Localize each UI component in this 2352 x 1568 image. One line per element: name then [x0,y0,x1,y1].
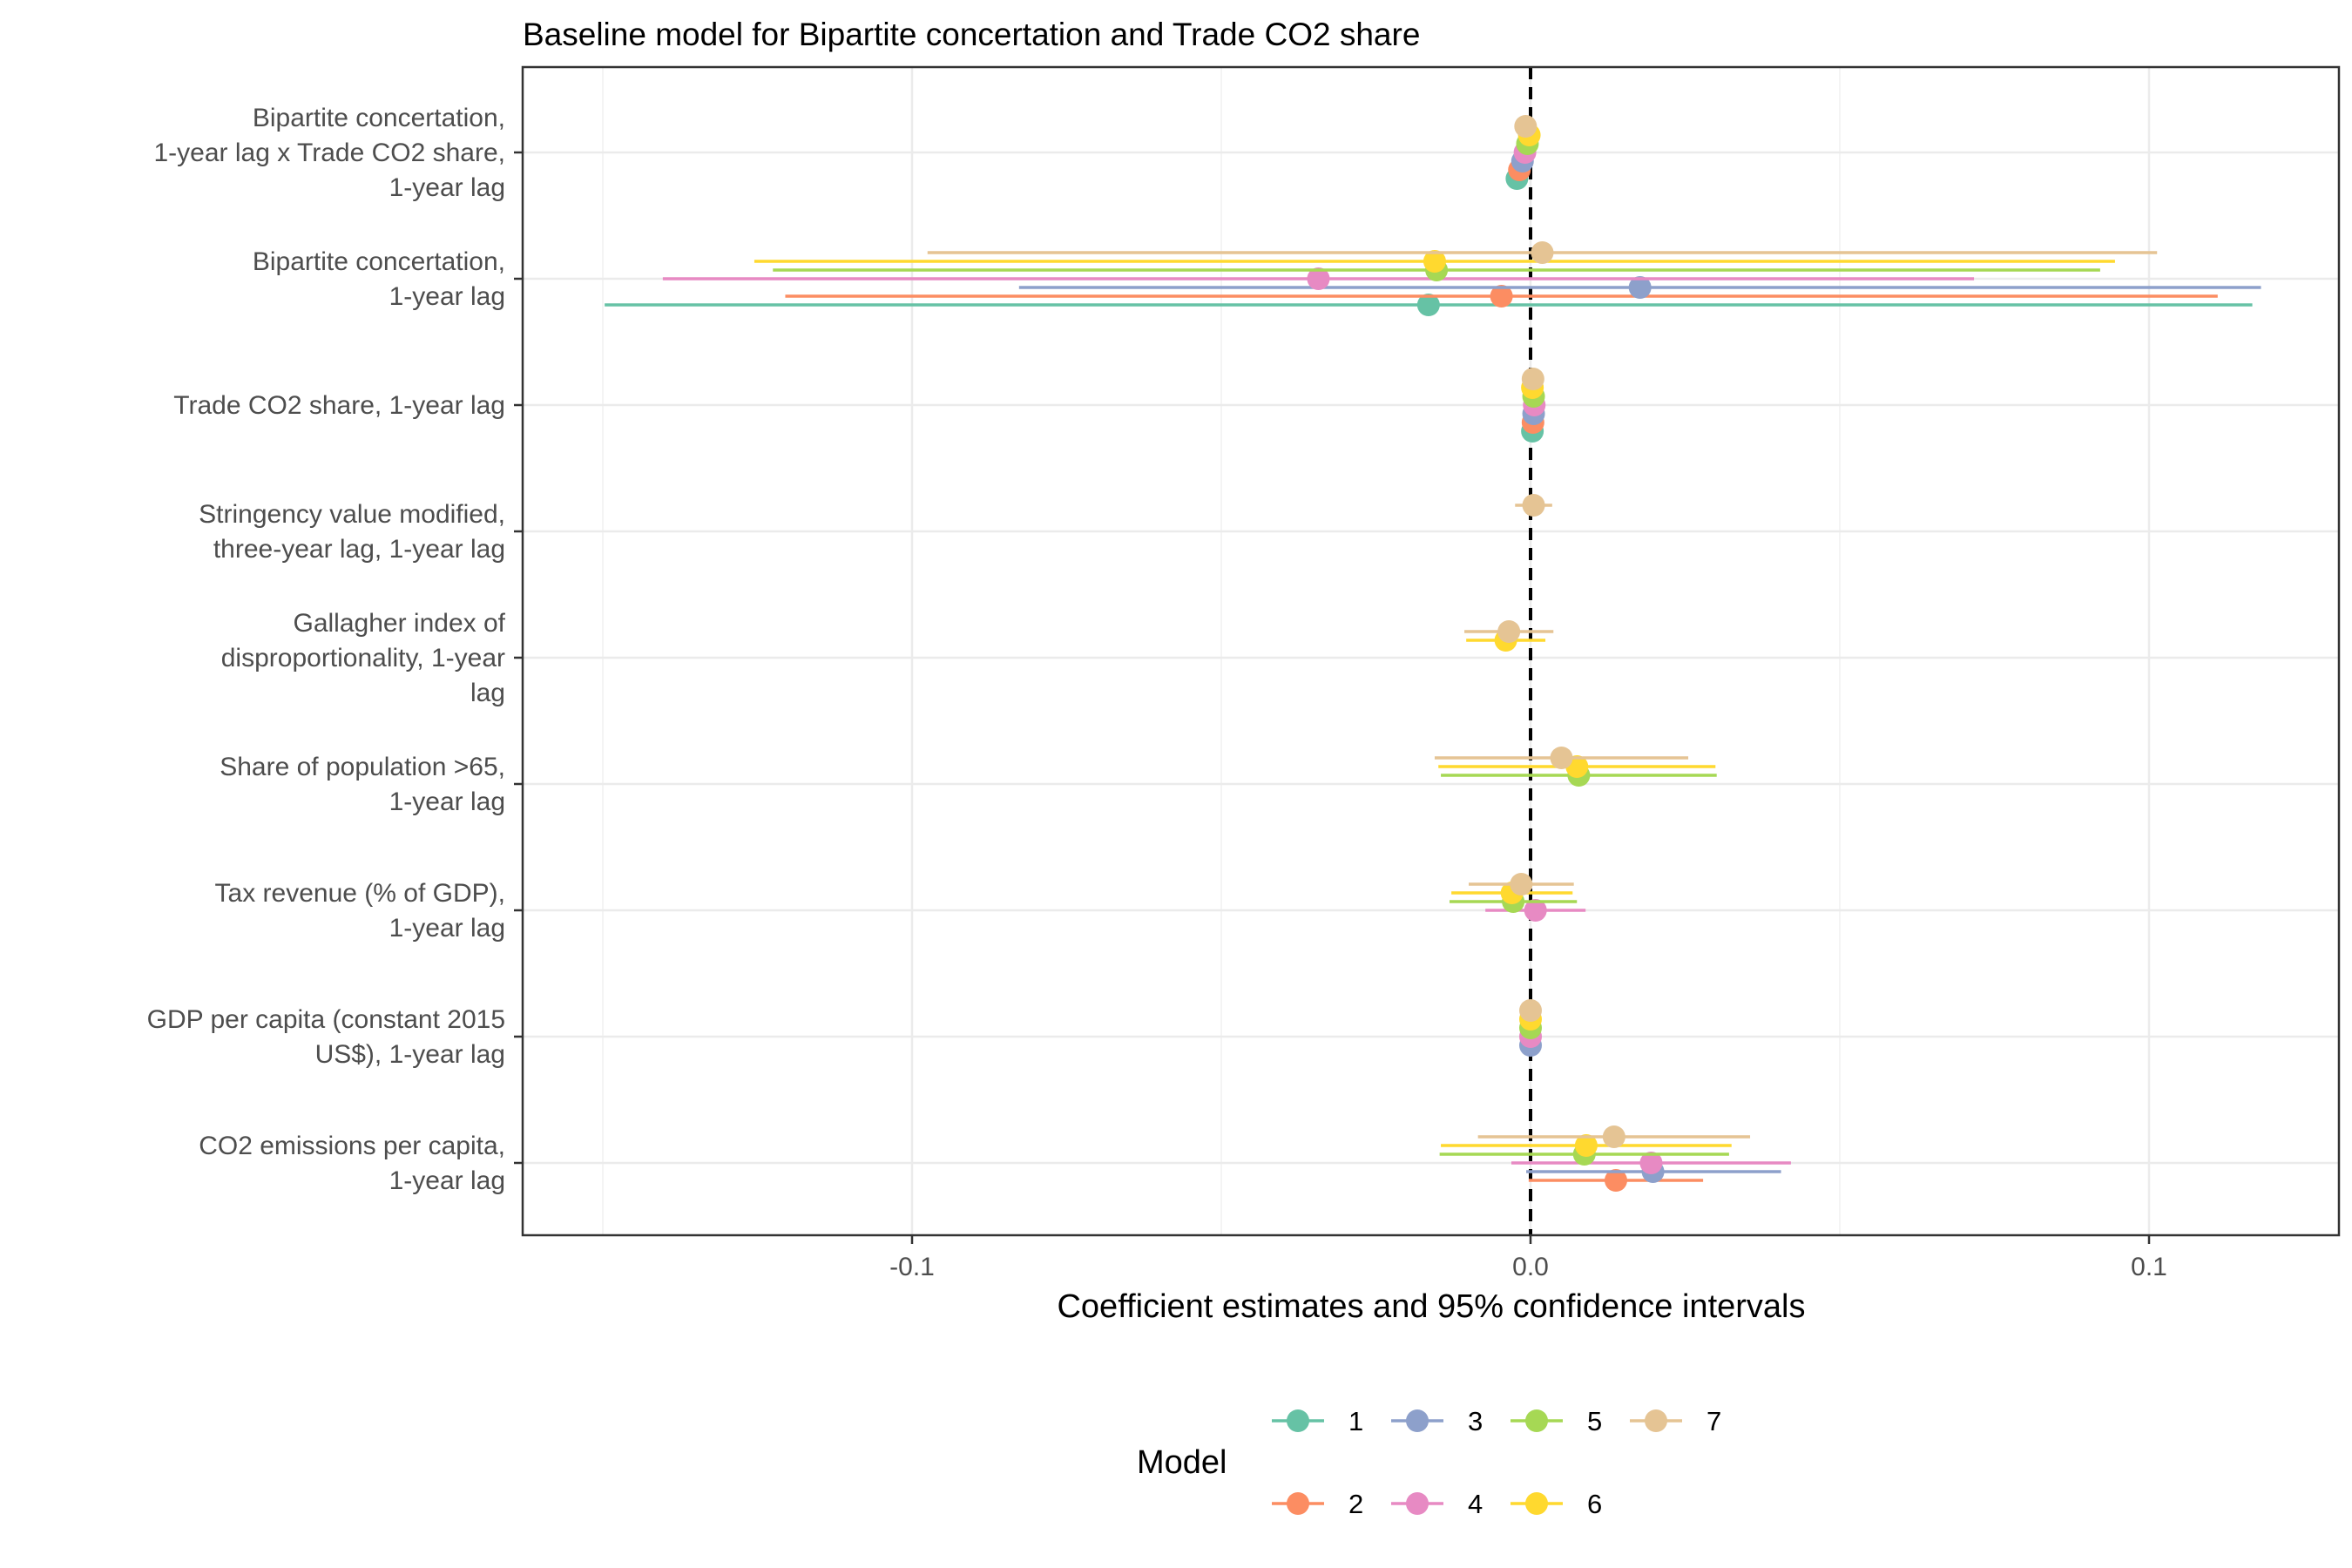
legend-label-6: 6 [1587,1489,1602,1519]
legend-title: Model [1137,1444,1227,1481]
term-label-line: 1-year lag x Trade CO2 share, [153,139,505,167]
legend-key-2 [1272,1492,1324,1515]
estimate-point [1514,115,1538,138]
legend-key-4 [1391,1492,1443,1515]
term-label-line: Tax revenue (% of GDP), [215,879,505,908]
estimate-point [1524,899,1547,922]
legend-label-7: 7 [1707,1406,1721,1436]
estimate-point [1510,873,1533,896]
series-2 [785,159,2218,1192]
legend-key-point [1406,1492,1429,1515]
estimate-point [1531,241,1554,264]
term-label-line: 1-year lag [389,787,505,816]
estimate-point [1423,250,1446,273]
term-label-line: GDP per capita (constant 2015 [147,1005,505,1034]
estimate-point [1602,1125,1625,1148]
legend-key-point [1525,1492,1548,1515]
term-label-line: disproportionality, 1-year [221,644,505,672]
legend-key-3 [1391,1409,1443,1432]
term-label-line: CO2 emissions per capita, [199,1132,505,1160]
chart-title: Baseline model for Bipartite concertatio… [523,17,1420,52]
legend-key-5 [1511,1409,1563,1432]
x-tick-label: 0.0 [1512,1253,1549,1281]
legend-key-point [1287,1492,1309,1515]
term-label-line: US$), 1-year lag [315,1040,505,1069]
series-layer [521,65,2341,1237]
estimate-point [1628,276,1652,299]
term-label-line: Gallagher index of [294,609,506,638]
term-label-line: 1-year lag [389,1166,505,1195]
legend-key-point [1406,1409,1429,1432]
estimate-point [1521,368,1544,390]
term-label-line: 1-year lag [389,914,505,943]
estimate-point [1522,494,1545,517]
legend-label-1: 1 [1348,1406,1363,1436]
legend-key-point [1645,1409,1667,1432]
estimate-point [1497,620,1521,643]
x-tick-label: 0.1 [2131,1253,2167,1281]
term-label-line: Share of population >65, [220,753,505,781]
estimate-point [1519,999,1542,1022]
term-label-line: lag [470,679,505,707]
legend-label-5: 5 [1587,1406,1602,1436]
x-tick-label: -0.1 [889,1253,935,1281]
legend-key-point [1525,1409,1548,1432]
legend-key-6 [1511,1492,1563,1515]
term-label-line: Stringency value modified, [199,500,505,529]
term-labels: Bipartite concertation, 1-year lag x Trad… [147,104,523,1195]
term-label-line: three-year lag, 1-year lag [213,535,505,564]
legend-key-point [1287,1409,1309,1432]
estimate-point [1604,1169,1627,1192]
legend: Model 1 2 3 4 5 6 7 [1137,1406,1721,1519]
panel-border [521,65,2341,1237]
term-label-line: Trade CO2 share, 1-year lag [173,391,505,420]
estimate-point [1639,1152,1663,1174]
estimate-point [1490,285,1513,308]
legend-key-7 [1630,1409,1682,1432]
legend-key-1 [1272,1409,1324,1432]
term-label-line: 1-year lag [389,282,505,311]
term-label-line: 1-year lag [389,173,505,202]
legend-label-3: 3 [1468,1406,1483,1436]
estimate-point [1307,267,1330,290]
x-axis: -0.1 0.0 0.1 [889,1235,2167,1281]
series-7 [927,115,2158,1148]
term-label-line: Bipartite concertation, [253,247,505,276]
x-axis-title: Coefficient estimates and 95% confidence… [1057,1288,1805,1325]
estimate-point [1416,294,1440,316]
term-label-line: Bipartite concertation, [253,104,505,132]
estimate-point [1550,747,1573,769]
estimate-point [1574,1134,1598,1157]
legend-label-2: 2 [1348,1489,1363,1519]
legend-label-4: 4 [1468,1489,1483,1519]
